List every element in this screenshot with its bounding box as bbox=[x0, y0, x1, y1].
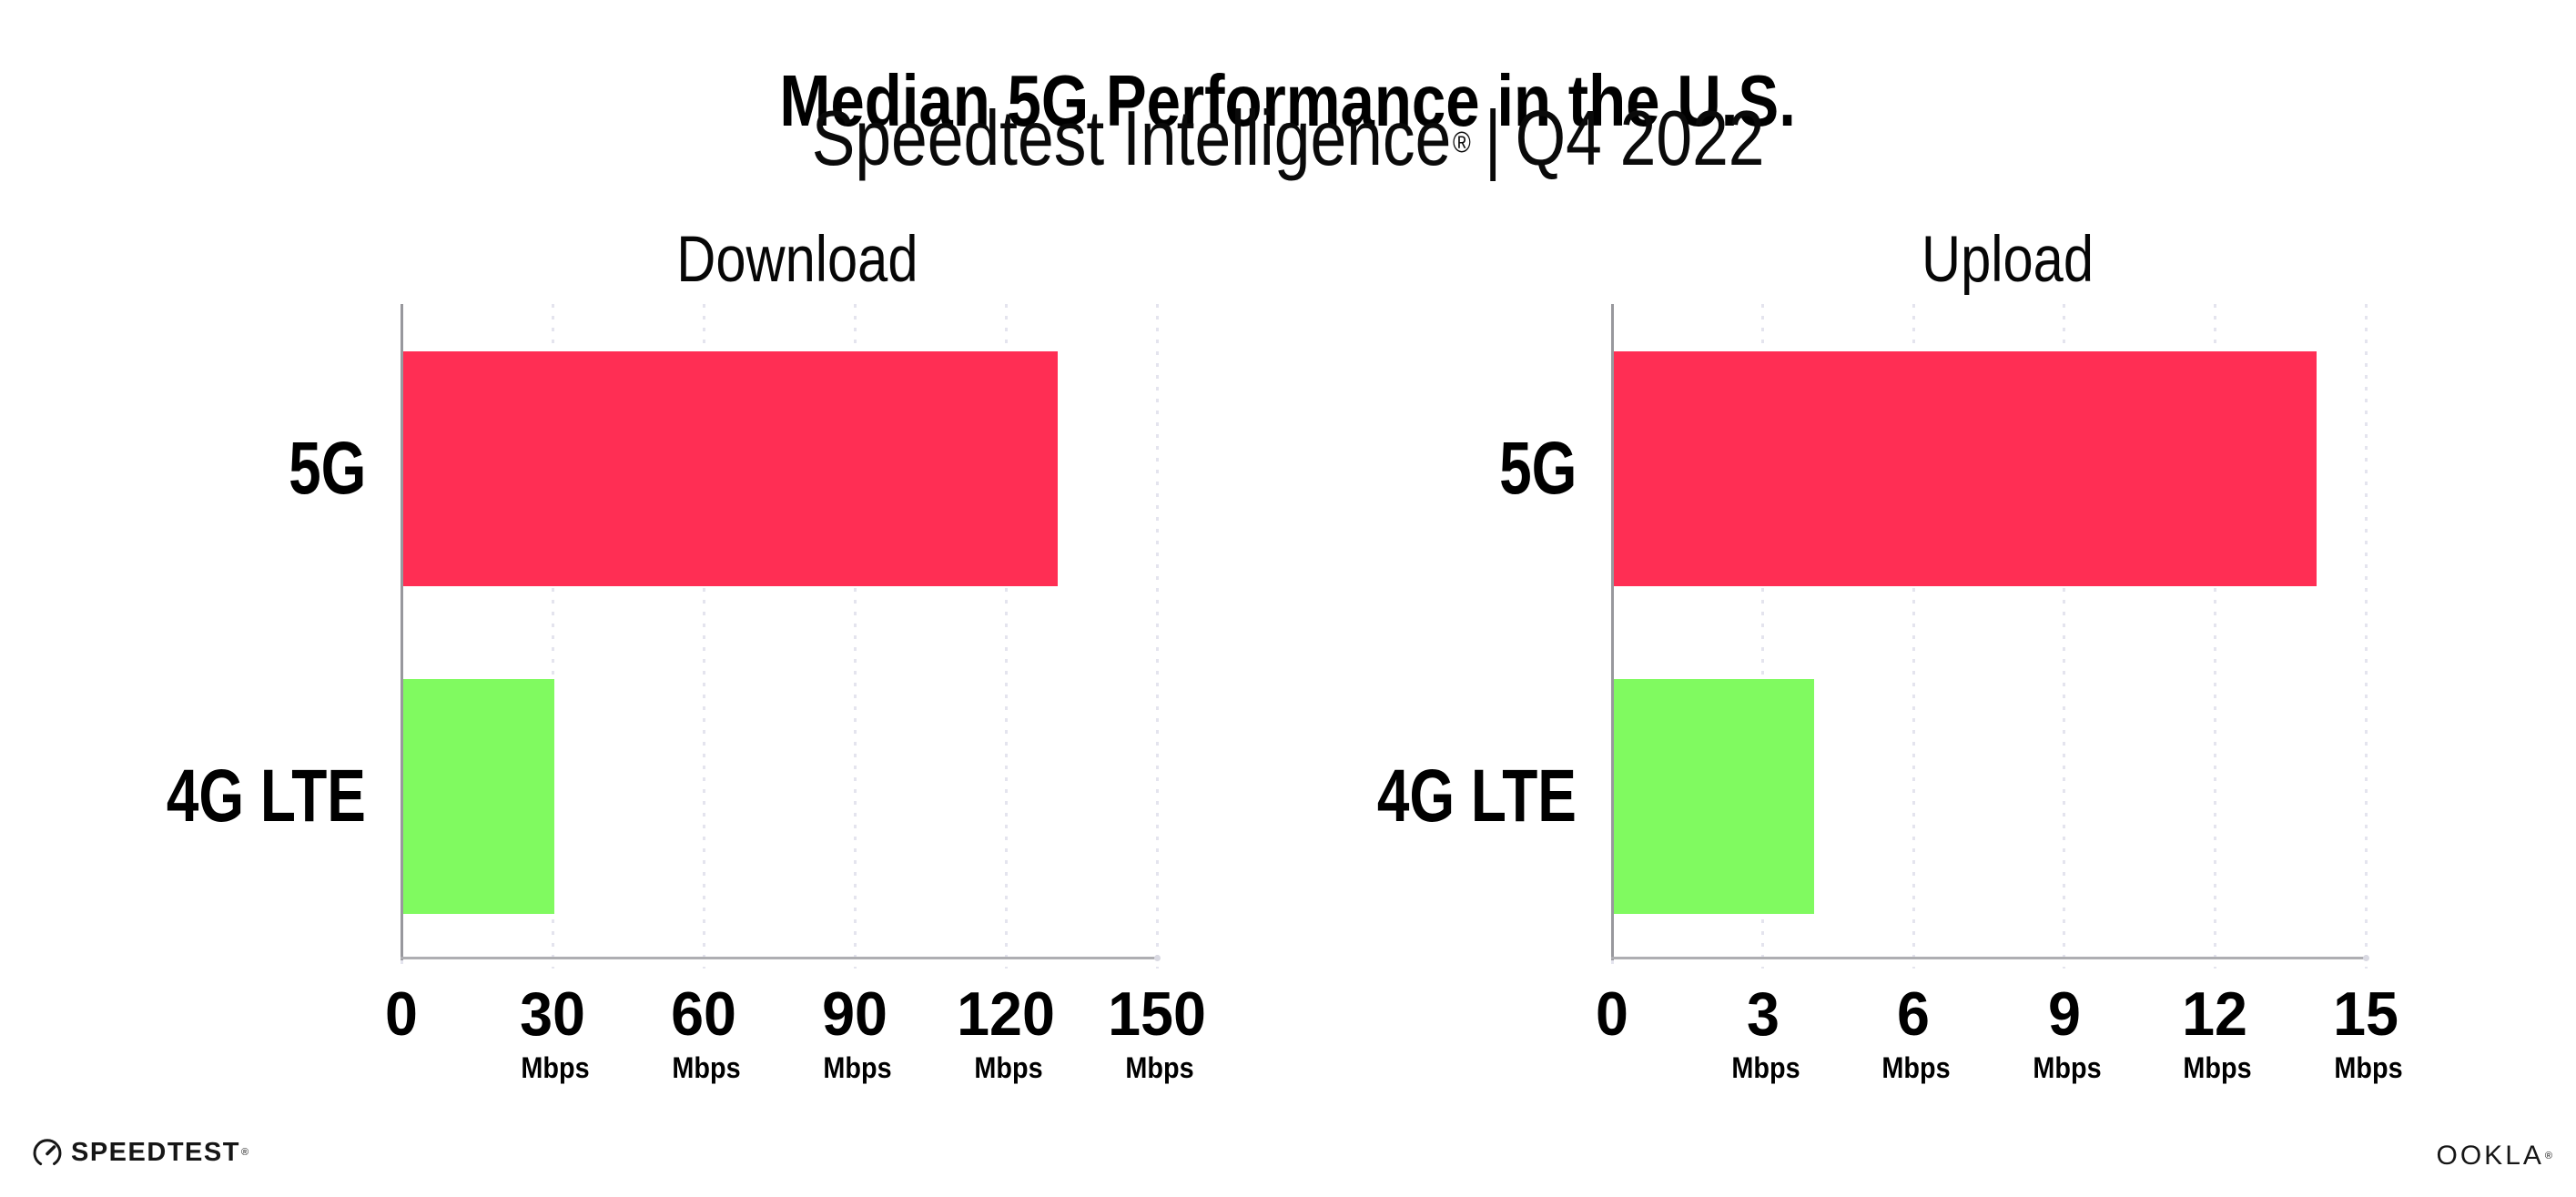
x-tick-label: 3 bbox=[1746, 979, 1780, 1049]
speedtest-gauge-icon bbox=[33, 1139, 62, 1168]
gridline bbox=[2364, 304, 2368, 969]
page-subtitle: Speedtest Intelligence® | Q4 2022 bbox=[0, 100, 2576, 178]
x-tick-label: 150 bbox=[1108, 979, 1206, 1049]
category-label-4g-lte: 4G LTE bbox=[166, 754, 366, 837]
subtitle-separator: | bbox=[1484, 96, 1502, 182]
bar-4g-lte bbox=[1613, 678, 1815, 914]
category-label-5g: 5G bbox=[288, 427, 366, 511]
x-tick-unit: Mbps bbox=[2334, 1051, 2403, 1084]
speedtest-wordmark: SPEEDTEST bbox=[71, 1138, 240, 1167]
x-tick-unit: Mbps bbox=[1125, 1051, 1194, 1084]
x-tick-label: 12 bbox=[2182, 979, 2248, 1049]
gridline bbox=[1912, 304, 1915, 969]
gridline bbox=[702, 304, 705, 969]
x-tick-label: 0 bbox=[1596, 979, 1628, 1049]
subtitle-period: Q4 2022 bbox=[1515, 96, 1765, 182]
subtitle-brand: Speedtest Intelligence bbox=[811, 96, 1452, 182]
category-label-5g: 5G bbox=[1498, 427, 1577, 511]
x-tick-unit: Mbps bbox=[672, 1051, 741, 1084]
ookla-registered-mark: ® bbox=[2544, 1151, 2552, 1161]
x-tick-label: 90 bbox=[822, 979, 887, 1049]
x-axis-line bbox=[400, 957, 1159, 959]
bar-5g bbox=[1613, 351, 2317, 587]
x-tick-label: 6 bbox=[1897, 979, 1931, 1049]
x-tick-unit: Mbps bbox=[1730, 1051, 1800, 1084]
x-tick-label: 0 bbox=[385, 979, 418, 1049]
gridline bbox=[551, 304, 554, 969]
download-chart-title: Download bbox=[420, 228, 1175, 292]
y-axis-line bbox=[400, 304, 403, 960]
x-tick-label: 120 bbox=[957, 979, 1055, 1049]
download-chart: Download 0 30 Mbps 60 Mbps 90 Mbps 120 Mbps 150 Mbp… bbox=[167, 228, 1206, 1083]
x-tick-label: 60 bbox=[671, 979, 736, 1049]
x-tick-unit: Mbps bbox=[2183, 1051, 2252, 1084]
ookla-wordmark: OOKLA bbox=[2436, 1141, 2544, 1171]
gridline bbox=[853, 304, 857, 969]
chart-title-text: Download bbox=[676, 224, 918, 296]
upload-chart: Upload 0 3 Mbps 6 Mbps 9 Mbps 12 Mbps 15 Mbps 5G 4G L… bbox=[1377, 228, 2403, 1083]
axis-end-dot bbox=[2363, 955, 2369, 961]
speedtest-logo: SPEEDTEST ® bbox=[31, 1136, 248, 1169]
gridline bbox=[2213, 304, 2216, 969]
gridline bbox=[1155, 304, 1159, 969]
y-axis-line bbox=[1610, 304, 1614, 960]
axis-end-dot bbox=[1154, 955, 1161, 961]
x-tick-unit: Mbps bbox=[1881, 1051, 1951, 1084]
upload-chart-title: Upload bbox=[1630, 228, 2384, 292]
gridline-stub bbox=[1610, 960, 1614, 969]
gridline-stub bbox=[400, 960, 403, 969]
x-axis-line bbox=[1610, 957, 2368, 959]
gridline bbox=[2063, 304, 2066, 969]
bar-5g bbox=[402, 351, 1058, 587]
x-tick-label: 15 bbox=[2333, 979, 2399, 1049]
x-tick-unit: Mbps bbox=[823, 1051, 892, 1084]
page-title: Median 5G Performance in the U.S. bbox=[0, 59, 2576, 141]
ookla-logo: OOKLA ® bbox=[2437, 1141, 2552, 1171]
x-tick-unit: Mbps bbox=[521, 1051, 590, 1084]
bar-4g-lte bbox=[402, 678, 554, 914]
x-tick-label: 9 bbox=[2047, 979, 2081, 1049]
gridline bbox=[1004, 304, 1008, 969]
category-label-4g-lte: 4G LTE bbox=[1376, 754, 1577, 837]
registered-mark: ® bbox=[1452, 126, 1471, 158]
speedtest-registered-mark: ® bbox=[240, 1147, 249, 1158]
x-tick-unit: Mbps bbox=[2033, 1051, 2102, 1084]
x-tick-label: 30 bbox=[520, 979, 585, 1049]
page-title-text: Median 5G Performance in the U.S. bbox=[779, 59, 1797, 141]
gridline bbox=[1761, 304, 1765, 969]
chart-title-text: Upload bbox=[1921, 224, 2094, 296]
x-tick-unit: Mbps bbox=[974, 1051, 1043, 1084]
